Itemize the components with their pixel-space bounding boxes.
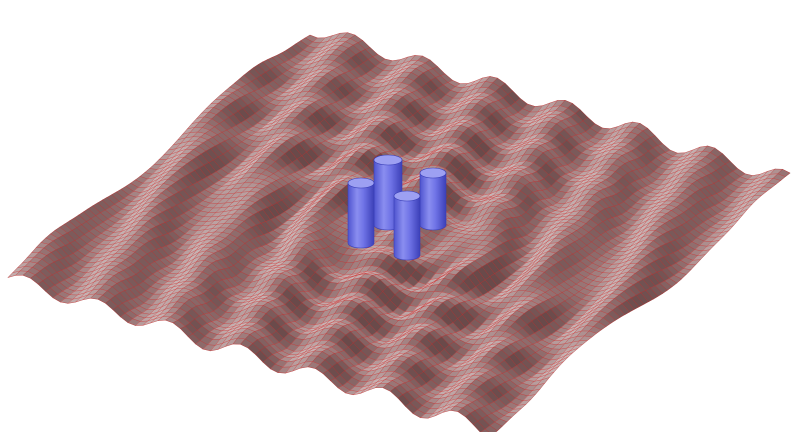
cylinder	[393, 190, 421, 261]
cylinder-top	[393, 190, 421, 202]
cylinder-top	[347, 177, 375, 189]
cylinder-body	[419, 172, 447, 231]
cylinder-body	[393, 195, 421, 261]
cylinder	[347, 177, 375, 249]
cylinder-top	[373, 154, 403, 166]
cylinder-body	[347, 182, 375, 249]
cylinder-top	[419, 167, 447, 179]
cylinder	[419, 167, 447, 231]
